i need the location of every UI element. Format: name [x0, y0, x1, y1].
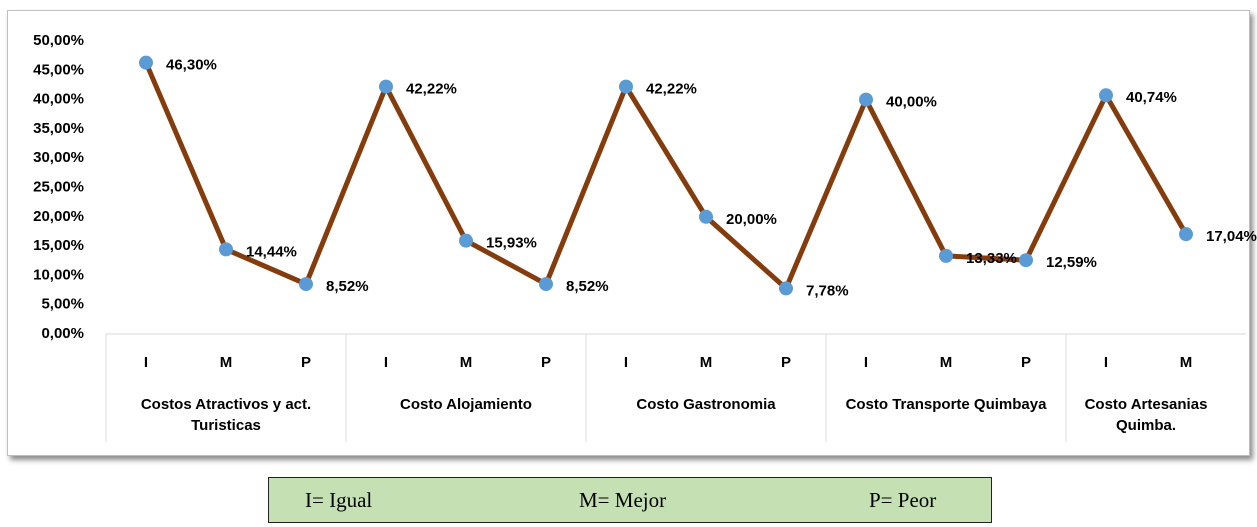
group-label: Costos Atractivos y act. Turisticas [140, 396, 312, 434]
data-label: 8,52% [566, 278, 609, 295]
data-label: 7,78% [806, 282, 849, 299]
data-point [459, 233, 473, 248]
data-label: 15,93% [486, 235, 537, 252]
x-tick-label: P [541, 354, 551, 371]
x-tick-label: P [781, 354, 791, 371]
y-tick-label: 15,00% [33, 237, 84, 254]
data-label: 46,30% [166, 57, 217, 74]
data-label: 40,00% [886, 94, 937, 111]
data-point [859, 92, 873, 107]
data-point [379, 79, 393, 94]
data-point [139, 55, 153, 70]
x-tick-label: M [220, 354, 233, 371]
data-label: 20,00% [726, 211, 777, 228]
data-point [779, 281, 793, 296]
legend-box: I= Igual M= Mejor P= Peor [268, 477, 992, 523]
group-label: Costo Alojamiento [400, 396, 532, 413]
data-point [219, 242, 233, 257]
y-tick-label: 35,00% [33, 120, 84, 137]
data-label: 40,74% [1126, 89, 1177, 106]
x-tick-label: P [301, 354, 311, 371]
data-label: 42,22% [406, 81, 457, 98]
data-point [539, 277, 553, 292]
data-point [1179, 227, 1193, 242]
legend-text: I= Igual [305, 488, 373, 512]
legend-text: M= Mejor [579, 488, 667, 512]
data-point [619, 79, 633, 94]
group-label: Costo Artesanias Quimba. [1084, 396, 1208, 434]
y-tick-label: 10,00% [33, 266, 84, 283]
legend-text: P= Peor [869, 488, 937, 512]
x-tick-label: M [940, 354, 953, 371]
y-tick-label: 50,00% [33, 32, 84, 49]
y-tick-label: 30,00% [33, 149, 84, 166]
data-point [1019, 253, 1033, 268]
series-line [143, 61, 1189, 291]
y-tick-label: 25,00% [33, 178, 84, 195]
y-tick-label: 20,00% [33, 208, 84, 225]
x-tick-label: I [144, 354, 148, 371]
data-point [1099, 88, 1113, 103]
x-tick-label: M [700, 354, 713, 371]
y-tick-label: 0,00% [41, 325, 84, 342]
x-tick-label: P [1021, 354, 1031, 371]
y-tick-label: 45,00% [33, 61, 84, 78]
data-point [299, 277, 313, 292]
group-label: Costo Transporte Quimbaya [845, 396, 1047, 413]
data-label: 14,44% [246, 243, 297, 260]
x-tick-label: I [624, 354, 628, 371]
y-tick-label: 40,00% [33, 91, 84, 108]
data-point [699, 209, 713, 224]
x-tick-label: M [460, 354, 473, 371]
x-tick-label: I [1104, 354, 1108, 371]
data-point [939, 248, 953, 263]
x-tick-label: I [864, 354, 868, 371]
x-tick-label: M [1180, 354, 1193, 371]
data-label: 12,59% [1046, 254, 1097, 271]
x-tick-label: I [384, 354, 388, 371]
data-label: 13,33% [966, 250, 1017, 267]
y-tick-label: 5,00% [41, 296, 84, 313]
data-label: 17,04% [1206, 228, 1257, 245]
group-label: Costo Gastronomia [636, 396, 776, 413]
data-label: 42,22% [646, 81, 697, 98]
data-label: 8,52% [326, 278, 369, 295]
